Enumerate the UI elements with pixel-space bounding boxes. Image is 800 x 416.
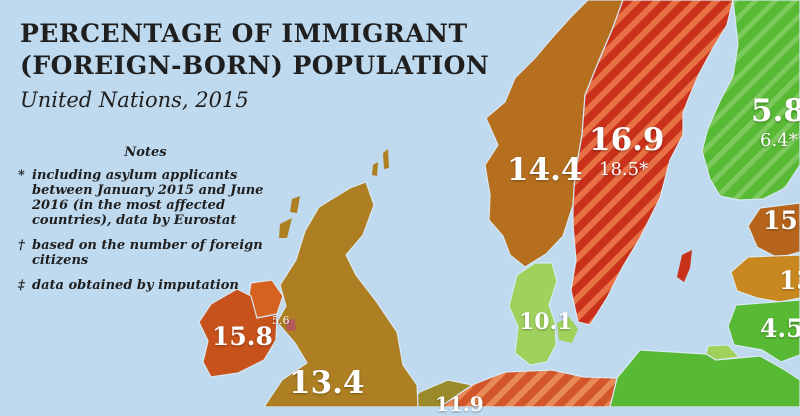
northern-ireland-label: 5.6 [272,314,290,327]
uk-region [263,181,419,407]
poland-region [609,349,800,407]
isle-of-man-island [286,319,296,331]
note-item: ‡ data obtained by imputation [18,278,273,293]
note-text: based on the number of foreign citizens [32,238,263,268]
note-text: data obtained by imputation [32,278,239,293]
zealand-island [557,317,578,343]
norway-label: 14.4 [507,152,583,188]
gotland-island [677,250,692,282]
note-item: * including asylum applicants between Ja… [18,168,273,228]
sweden-region [570,0,734,326]
lithuania-label: 4.5 [760,314,800,343]
sweden-label: 16.9 [589,122,665,158]
finland-region [701,0,800,201]
netherlands-region [438,369,618,407]
dagger-symbol: † [18,238,25,253]
finland-asylum-label: 6.4* [760,130,798,151]
title-line1: PERCENTAGE OF IMMIGRANT [20,19,468,48]
map-container: PERCENTAGE OF IMMIGRANT (FOREIGN-BORN) P… [18,0,800,416]
finland-label: 5.8 [751,93,800,129]
uk-label: 13.4 [289,365,365,401]
map-svg [198,0,800,407]
asterisk-symbol: * [18,168,25,183]
lithuania-region [727,299,800,363]
subtitle: United Nations, 2015 [20,88,249,112]
note-text: including asylum applicants between Janu… [32,168,264,228]
notes-panel: Notes * including asylum applicants betw… [18,145,273,303]
sweden-asylum-label: 18.5* [599,159,649,180]
denmark-region [508,262,558,366]
hebrides-islands [279,196,300,238]
estonia-label: 15. [763,206,800,235]
ireland-region [198,288,278,378]
shetland-islands [372,149,389,176]
latvia-label: 13 [779,266,800,295]
notes-title: Notes [124,145,167,160]
double-dagger-symbol: ‡ [18,278,25,293]
denmark-label: 10.1 [519,309,573,335]
note-item: † based on the number of foreign citizen… [18,238,273,268]
title-line2: (FOREIGN-BORN) POPULATION [20,51,490,80]
latvia-region [730,254,800,303]
title-block: PERCENTAGE OF IMMIGRANT (FOREIGN-BORN) P… [20,18,490,112]
bottom-label: 11.9 [435,392,484,416]
ireland-label: 15.8 [212,322,273,351]
